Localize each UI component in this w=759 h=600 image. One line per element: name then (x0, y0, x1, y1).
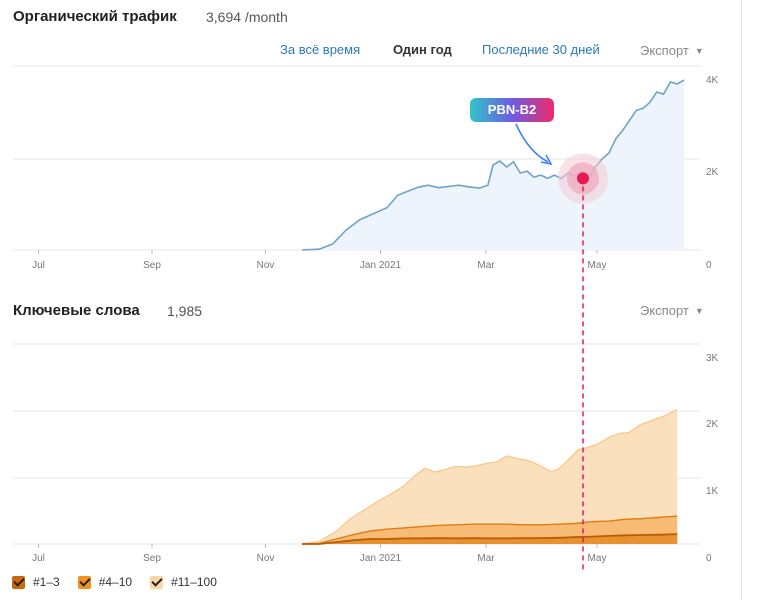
y-tick-label: 2K (706, 167, 719, 178)
checkbox-checked-icon[interactable] (77, 575, 91, 589)
series-area-#4–10 (302, 516, 678, 544)
x-tick-label: Sep (143, 553, 161, 564)
export-label: Экспорт (640, 303, 689, 318)
traffic-y-ticks: 4K 2K 0 (706, 75, 719, 271)
keywords-export-button[interactable]: Экспорт ▼ (640, 303, 704, 318)
series-line-#4–10 (301, 515, 678, 545)
traffic-line (301, 79, 685, 251)
traffic-chart: 4K 2K 0 Jul Sep Nov Jan 2021 Mar May (13, 65, 719, 271)
x-tick-label: Nov (257, 553, 275, 564)
checkbox-checked-icon[interactable] (12, 575, 25, 589)
series-line-#11–100 (301, 408, 678, 545)
traffic-x-ticks: Jul Sep Nov Jan 2021 Mar May (32, 250, 606, 271)
x-tick-label: May (588, 553, 607, 564)
keywords-grid (13, 343, 700, 545)
traffic-count: 3,694 /month (206, 9, 288, 25)
series-line-#1–3 (302, 533, 678, 545)
traffic-title: Органический трафик (13, 8, 177, 25)
legend-label: #4–10 (98, 575, 133, 589)
keywords-legend: #1–3 #4–10 #11–100 (12, 575, 217, 589)
y-tick-label: 1K (706, 486, 719, 497)
arrow-head-icon (540, 154, 553, 166)
legend-label: #1–3 (33, 575, 60, 589)
x-tick-label: Jan 2021 (360, 260, 402, 271)
x-tick-label: Sep (143, 260, 161, 271)
keywords-title: Ключевые слова (13, 302, 140, 319)
x-tick-label: May (588, 260, 607, 271)
x-tick-label: Nov (257, 260, 275, 271)
range-one-year[interactable]: Один год (393, 42, 452, 57)
traffic-export-button[interactable]: Экспорт ▼ (640, 43, 704, 58)
y-tick-label: 4K (706, 75, 719, 86)
caret-down-icon: ▼ (694, 306, 704, 316)
marker-dot (577, 172, 589, 185)
x-tick-label: Jan 2021 (360, 553, 402, 564)
pbn-annotation-label[interactable]: PBN-B2 (470, 98, 554, 122)
series-area-#1–3 (302, 534, 678, 544)
keywords-count: 1,985 (167, 303, 203, 319)
right-panel-divider (741, 0, 742, 600)
keywords-y-ticks: 3K 2K 1K 0 (706, 353, 719, 564)
site-overview-panel: Органический трафик 3,694 /month За всё … (0, 0, 740, 600)
series-area-#11–100 (302, 409, 678, 544)
legend-item-top100[interactable]: #11–100 (150, 575, 217, 589)
legend-item-top3[interactable]: #1–3 (12, 575, 60, 589)
arrow-icon (515, 123, 549, 163)
y-tick-label: 0 (706, 553, 712, 564)
x-tick-label: Mar (477, 260, 495, 271)
export-label: Экспорт (640, 43, 689, 58)
legend-label: #11–100 (171, 575, 217, 589)
legend-item-top10[interactable]: #4–10 (77, 575, 133, 589)
traffic-annotation (515, 123, 608, 204)
x-tick-label: Mar (477, 553, 495, 564)
y-tick-label: 0 (706, 260, 712, 271)
x-tick-label: Jul (32, 553, 45, 564)
caret-down-icon: ▼ (694, 46, 704, 56)
range-last-30-days[interactable]: Последние 30 дней (482, 42, 600, 57)
x-tick-label: Jul (32, 260, 45, 271)
y-tick-label: 2K (706, 419, 719, 430)
range-all-time[interactable]: За всё время (280, 42, 361, 57)
keywords-x-ticks: Jul Sep Nov Jan 2021 Mar May (32, 544, 606, 564)
keywords-areas (301, 408, 678, 545)
y-tick-label: 3K (706, 353, 719, 364)
checkbox-checked-icon[interactable] (150, 575, 164, 589)
